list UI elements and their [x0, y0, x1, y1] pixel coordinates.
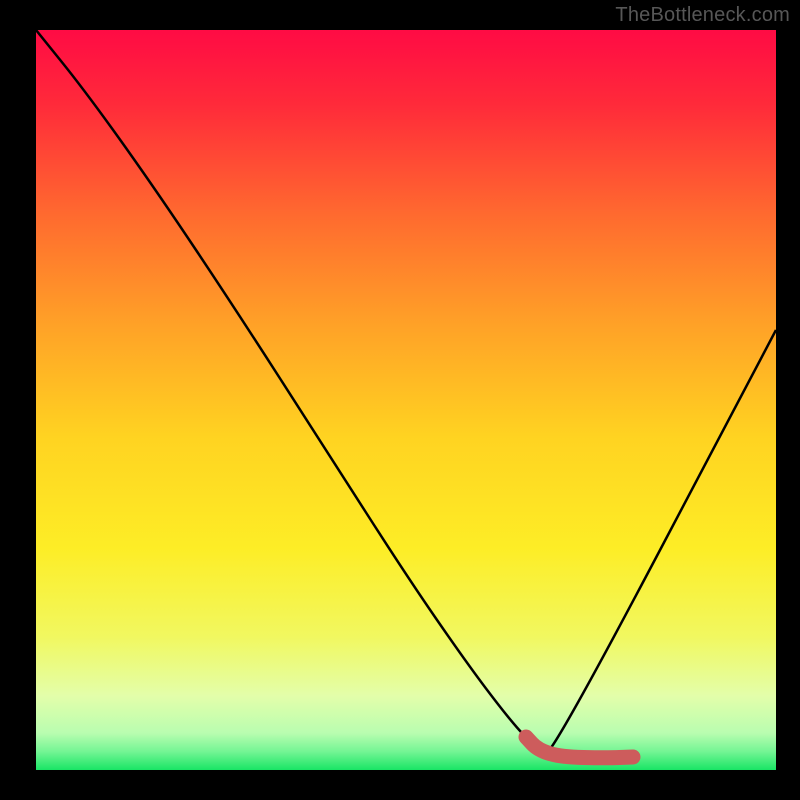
plot-area [36, 30, 776, 770]
watermark-text: TheBottleneck.com [615, 4, 790, 27]
plot-svg [36, 30, 776, 770]
gradient-background [36, 30, 776, 770]
